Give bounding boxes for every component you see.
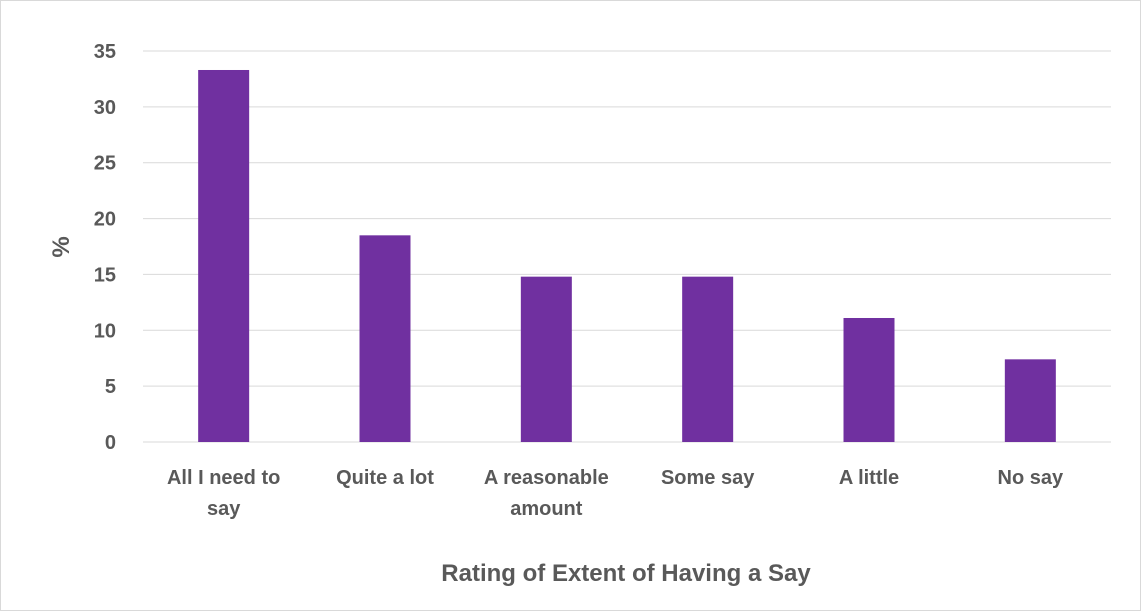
bar (843, 317, 895, 442)
y-axis-ticks: 0 5 10 15 20 25 30 35 (94, 41, 116, 454)
y-tick-label: 30 (94, 97, 116, 119)
x-tick-label: No say (998, 467, 1064, 489)
x-tick-label-line: A little (839, 467, 899, 489)
y-tick-label: 0 (105, 432, 116, 454)
x-tick-label-line: say (207, 498, 241, 520)
x-tick-label-line: Some say (661, 467, 755, 489)
y-tick-label: 35 (94, 41, 116, 63)
y-tick-label: 25 (94, 153, 116, 175)
x-axis-ticks: All I need to say Quite a lot A reasonable a… (167, 467, 1064, 520)
x-tick-label: A reasonable amount (484, 467, 609, 520)
y-tick-label: 5 (105, 376, 116, 398)
x-tick-label-line: A reasonable (484, 467, 609, 489)
x-tick-label-line: Quite a lot (336, 467, 434, 489)
y-tick-label: 20 (94, 209, 116, 231)
x-tick-label: A little (839, 467, 899, 489)
x-tick-label-line: No say (998, 467, 1064, 489)
x-tick-label-line: All I need to (167, 467, 280, 489)
x-tick-label: Some say (661, 467, 755, 489)
y-axis-title: % (48, 236, 75, 257)
y-tick-label: 15 (94, 264, 116, 286)
bar (1004, 359, 1056, 442)
x-tick-label: All I need to say (167, 467, 280, 520)
y-tick-label: 10 (94, 320, 116, 342)
x-tick-label: Quite a lot (336, 467, 434, 489)
bar (359, 235, 411, 442)
bar (198, 69, 250, 443)
bars (198, 69, 1056, 443)
bar (520, 276, 572, 442)
bar (682, 276, 734, 442)
gridlines (143, 50, 1111, 443)
x-tick-label-line: amount (510, 498, 583, 520)
x-axis-title: Rating of Extent of Having a Say (441, 560, 811, 587)
